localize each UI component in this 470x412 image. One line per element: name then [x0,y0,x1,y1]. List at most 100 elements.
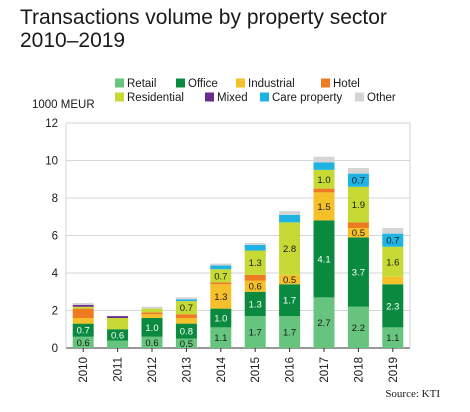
bar-segment-retail [107,340,129,348]
bar-segment-retail [210,327,232,348]
legend-item-retail: Retail [115,78,156,90]
y-tick-label: 2 [52,306,58,318]
bar-segment-residential [72,306,94,309]
bar-segment-care-property [347,173,369,187]
bar-stack-2018: 2.2 3.7 0.5 1.9 0.7 [347,168,369,348]
data-label: 0.7 [352,176,365,187]
bar-segment-retail [382,327,404,348]
data-label: 1.1 [214,333,227,344]
data-label: 4.1 [317,254,330,265]
data-label: 1.9 [352,200,365,211]
legend-label: Care property [272,92,343,104]
x-tick-label: 2015 [250,357,262,383]
bar-segment-industrial [279,274,301,285]
bar-stack-2016: 1.7 1.7 0.5 2.8 [279,211,301,348]
bar-segment-other [347,168,369,174]
legend-label: Other [367,92,396,104]
bar-segment-residential [382,246,404,277]
bar-segment-other [210,263,232,266]
data-label: 2.3 [386,301,399,312]
data-label: 1.3 [249,258,262,269]
x-tick-label: 2016 [285,357,297,383]
x-tick-label: 2018 [353,357,365,383]
bar-segment-residential [347,186,369,223]
legend-swatch [176,78,185,88]
data-label: 1.1 [386,333,399,344]
bar-segment-industrial [72,318,94,324]
bar-stack-2014: 1.1 1.0 1.3 0.7 [210,263,232,348]
bar-segment-office [244,291,266,317]
y-tick-label: 0 [52,343,58,355]
bar-segment-care-property [175,299,197,302]
y-tick-label: 4 [52,268,59,280]
bar-segment-industrial [141,314,163,318]
data-label: 0.5 [352,228,365,239]
data-label: 1.0 [145,323,158,334]
bar-segment-industrial [382,276,404,285]
data-label: 1.7 [283,296,296,307]
x-tick-label: 2013 [181,357,193,383]
legend-label: Office [188,78,218,90]
y-axis-label: 1000 MEUR [32,99,95,111]
bar-segment-industrial [313,192,335,221]
bar-segment-care-property [313,162,335,170]
x-tick-label: 2010 [78,357,90,383]
bar-segment-industrial [175,318,197,324]
bar-segment-hotel [347,222,369,228]
data-label: 1.3 [214,292,227,303]
bar-segment-retail [175,338,197,348]
legend-item-office: Office [176,78,218,90]
legend-swatch [205,92,214,102]
legend: Retail Office Industrial Hotel Residential Mi… [115,78,396,104]
bar-segment-office [347,237,369,307]
legend-item-residential: Residential [115,92,184,104]
bar-stack-2019: 1.1 2.3 1.6 0.7 [382,228,404,348]
bar-segment-other [175,297,197,300]
bar-segment-hotel [313,188,335,193]
data-label: 1.0 [214,314,227,325]
bar-segment-hotel [210,282,232,285]
bar-segment-care-property [279,214,301,223]
bar-segment-retail [347,306,369,348]
bar-segment-retail [244,316,266,348]
data-label: 1.6 [386,257,399,268]
bar-segment-office [72,323,94,337]
bars: 0.60.7 0.60.61.00.50.80.71.11.01.30.71.71… [72,156,404,350]
bar-segment-mixed [72,304,94,307]
data-label: 1.3 [249,299,262,310]
bar-segment-office [279,284,301,317]
data-label: 0.7 [386,236,399,247]
legend-swatch [355,92,364,102]
y-tick-label: 6 [52,231,58,243]
bar-stack-2011: 0.6 [107,316,129,348]
bar-segment-residential [244,250,266,275]
bar-segment-residential [175,301,197,315]
bar-segment-residential [141,308,163,313]
bar-segment-office [210,308,232,328]
bar-segment-retail [141,336,163,348]
legend-swatch [260,92,269,102]
legend-item-industrial: Industrial [236,78,295,90]
data-label: 0.7 [214,271,227,282]
bar-stack-2015: 1.7 1.3 0.6 1.3 [244,243,266,348]
data-label: 0.7 [180,303,193,314]
bar-segment-residential [107,318,129,330]
bar-segment-care-property [382,233,404,247]
data-label: 1.0 [317,175,330,186]
x-tick-label: 2012 [147,357,159,383]
legend-label: Residential [127,92,184,104]
legend-swatch [115,78,124,88]
legend-item-hotel: Hotel [321,78,360,90]
data-label: 3.7 [352,268,365,279]
source-note: Source: KTI [385,388,440,400]
data-label: 0.6 [249,282,262,293]
data-label: 1.7 [249,328,262,339]
bar-segment-industrial [347,228,369,238]
bar-segment-office [107,329,129,341]
data-label: 0.8 [180,327,193,338]
chart-title: Transactions volume by property sector 2… [20,6,387,52]
data-label: 0.5 [283,275,296,286]
y-axis-ticks: 0 2 4 6 8 10 12 [45,118,58,355]
bar-segment-retail [72,336,94,348]
